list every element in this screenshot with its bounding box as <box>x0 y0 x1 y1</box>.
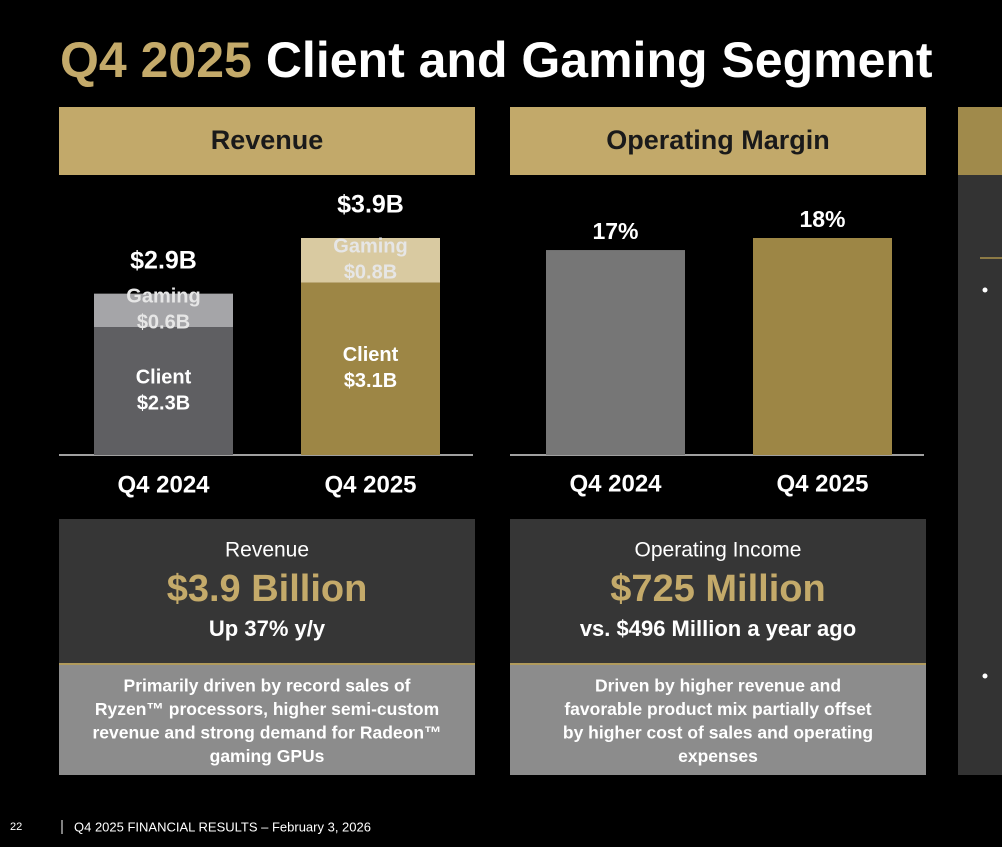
panel-header <box>958 107 1002 175</box>
title-rest: Client and Gaming Segment <box>266 32 933 88</box>
slide-title: Q4 2025 Client and Gaming Segment <box>60 32 933 88</box>
description-line: revenue and strong demand for Radeon™ <box>92 723 441 743</box>
summary-box <box>510 519 926 663</box>
segment-name: Client <box>136 366 192 388</box>
bar-segment <box>94 327 233 455</box>
x-tick-label: Q4 2024 <box>117 471 210 498</box>
x-tick-label: Q4 2024 <box>569 470 662 497</box>
description-line: Primarily driven by record sales of <box>124 676 411 696</box>
summary-headline: $3.9 Billion <box>167 568 368 610</box>
description-line: Driven by higher revenue and <box>595 676 841 696</box>
segment-label: $3.1B <box>344 370 397 392</box>
x-tick-label: Q4 2025 <box>324 471 416 498</box>
description-line: expenses <box>678 746 758 766</box>
title-accent: Q4 2025 <box>60 32 252 88</box>
bar-segment <box>301 282 440 455</box>
summary-subline: vs. $496 Million a year ago <box>580 616 856 641</box>
description-line: Ryzen™ processors, higher semi-custom <box>95 699 439 719</box>
segment-label: $2.3B <box>137 392 190 414</box>
value-label: 18% <box>799 206 845 232</box>
panel-header <box>510 107 926 175</box>
description-box <box>510 665 926 775</box>
segment-name: Gaming <box>126 286 200 308</box>
summary-box <box>59 519 475 663</box>
segment-label: $0.6B <box>137 312 190 334</box>
total-label: $2.9B <box>130 246 197 274</box>
panel-body <box>958 175 1002 775</box>
bar <box>753 238 892 455</box>
value-label: 17% <box>592 218 638 244</box>
summary-label: Revenue <box>225 539 309 562</box>
footer-text: Q4 2025 FINANCIAL RESULTS – February 3, … <box>74 819 371 834</box>
summary-label: Operating Income <box>635 539 802 562</box>
bar <box>546 250 685 455</box>
chart-title: Operating Margin <box>606 125 830 155</box>
segment-name: Client <box>343 344 399 366</box>
bar-segment <box>301 238 440 283</box>
page-number: 22 <box>10 821 22 833</box>
segment-label: $0.8B <box>344 262 397 284</box>
description-box <box>59 665 475 775</box>
bullet <box>982 673 988 679</box>
total-label: $3.9B <box>337 191 404 219</box>
segment-name: Gaming <box>333 236 407 258</box>
x-tick-label: Q4 2025 <box>776 470 868 497</box>
summary-subline: Up 37% y/y <box>209 616 326 641</box>
description-line: favorable product mix partially offset <box>564 699 871 719</box>
chart-title: Revenue <box>211 125 324 155</box>
summary-headline: $725 Million <box>610 568 825 610</box>
description-line: gaming GPUs <box>210 746 325 766</box>
panel-header <box>59 107 475 175</box>
description-line: by higher cost of sales and operating <box>563 723 873 743</box>
bar-segment <box>94 293 233 328</box>
bullet <box>982 287 988 293</box>
